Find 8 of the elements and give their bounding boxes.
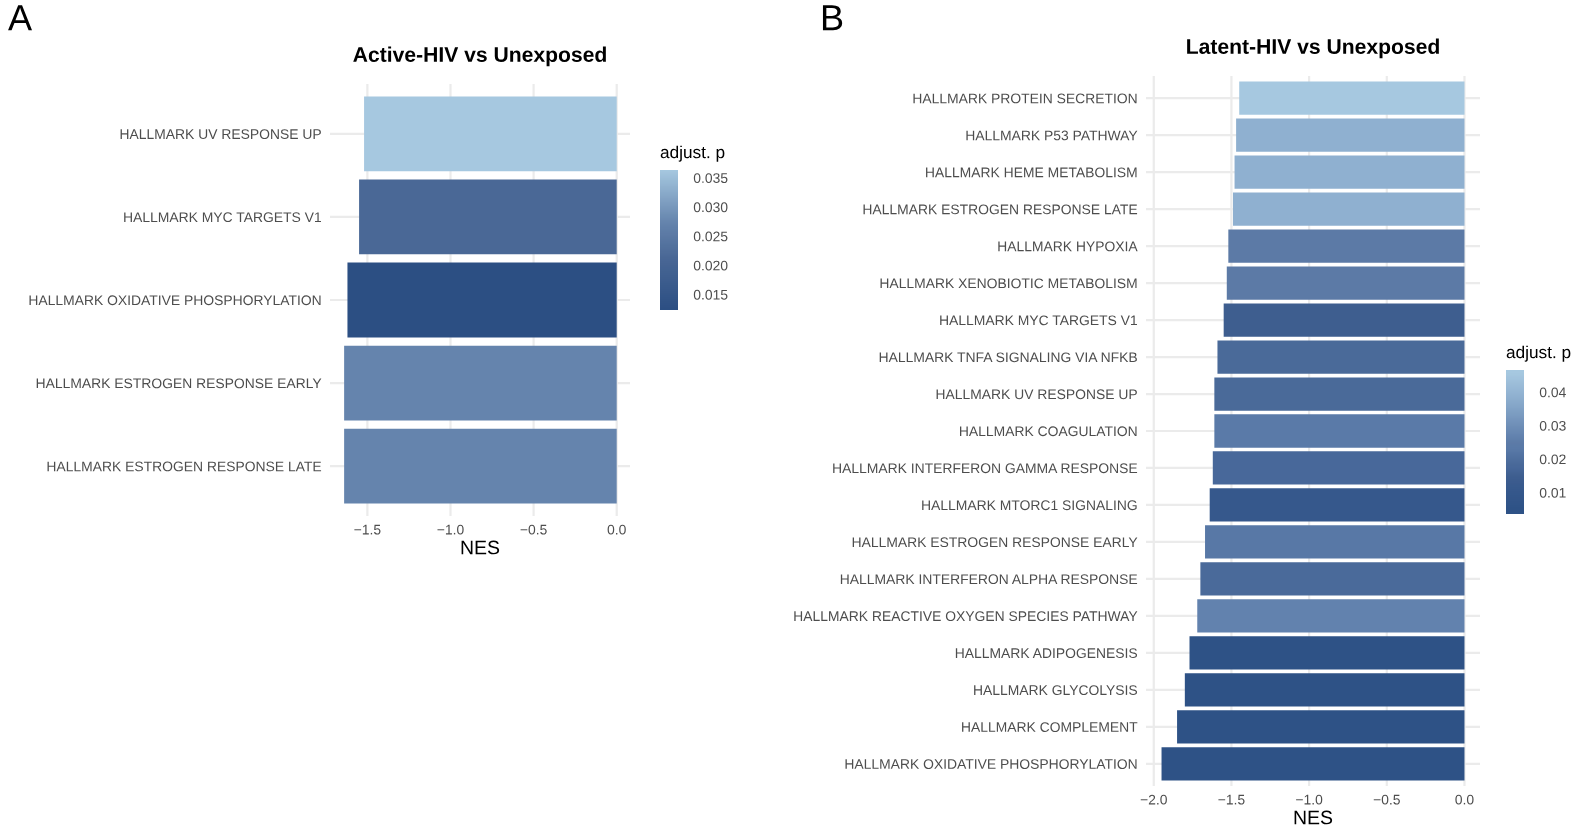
- chart-title: Active-HIV vs Unexposed: [353, 46, 606, 67]
- text: B: [822, 5, 843, 31]
- text: A: [8, 5, 33, 31]
- x-axis-title: NES: [461, 540, 500, 555]
- chart-title: Latent-HIV vs Unexposed: [1187, 38, 1439, 59]
- x-axis-title: NES: [1294, 810, 1333, 825]
- color-bar-title: adjust. p: [660, 145, 725, 162]
- color-bar-title: adjust. p: [1506, 345, 1571, 362]
